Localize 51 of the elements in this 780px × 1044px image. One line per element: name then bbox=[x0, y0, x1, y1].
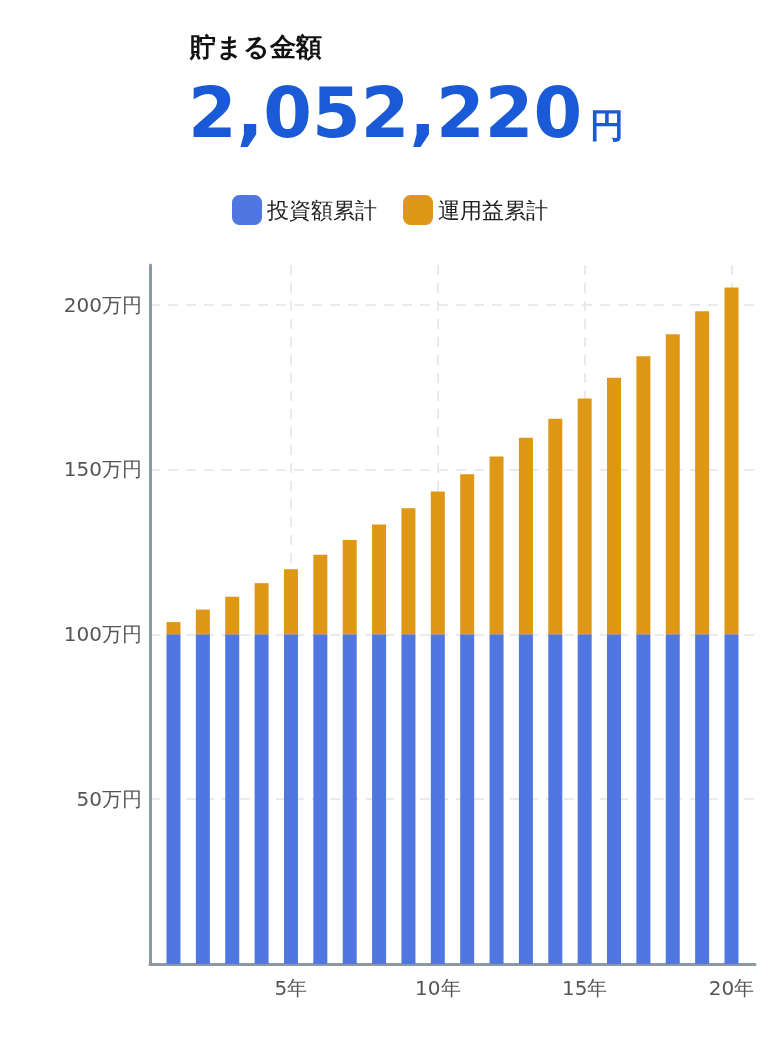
x-tick-label: 10年 bbox=[415, 976, 461, 1000]
x-tick-label: 5年 bbox=[274, 976, 308, 1000]
bar bbox=[636, 356, 651, 635]
bar bbox=[460, 474, 475, 635]
bar bbox=[401, 634, 416, 964]
legend-label: 運用益累計 bbox=[438, 197, 548, 223]
bar bbox=[430, 491, 445, 635]
bar bbox=[695, 311, 710, 635]
y-tick-label: 150万円 bbox=[63, 457, 142, 482]
bar bbox=[665, 334, 680, 635]
bar bbox=[372, 524, 387, 635]
y-tick-label: 50万円 bbox=[76, 787, 142, 812]
chart-title: 貯まる金額 bbox=[190, 31, 322, 64]
bar bbox=[195, 609, 210, 635]
bar bbox=[695, 634, 710, 964]
x-tick-label: 20年 bbox=[708, 976, 755, 1000]
bar bbox=[724, 287, 739, 635]
bar bbox=[313, 554, 328, 635]
bar bbox=[195, 634, 210, 964]
bar bbox=[548, 634, 563, 964]
bar bbox=[577, 398, 592, 635]
bar bbox=[401, 508, 416, 635]
bar bbox=[166, 622, 181, 635]
bar bbox=[166, 634, 181, 964]
bar bbox=[577, 634, 592, 964]
bar bbox=[283, 569, 298, 635]
bar bbox=[342, 539, 357, 635]
bar bbox=[342, 634, 357, 964]
bar bbox=[489, 634, 504, 964]
bar bbox=[313, 634, 328, 964]
bar bbox=[518, 437, 533, 635]
bar bbox=[665, 634, 680, 964]
y-tick-label: 100万円 bbox=[63, 622, 142, 647]
legend-label: 投資額累計 bbox=[266, 197, 377, 223]
bar bbox=[548, 418, 563, 635]
bar bbox=[254, 583, 269, 635]
bar bbox=[636, 634, 651, 964]
bar bbox=[489, 456, 504, 635]
bar bbox=[254, 634, 269, 964]
bar bbox=[372, 634, 387, 964]
bar bbox=[724, 634, 739, 964]
bar bbox=[607, 634, 622, 964]
bar bbox=[283, 634, 298, 964]
bar bbox=[518, 634, 533, 964]
bar bbox=[607, 377, 622, 635]
y-tick-label: 200万円 bbox=[63, 292, 142, 317]
bar bbox=[460, 634, 475, 964]
bar bbox=[430, 634, 445, 964]
bar bbox=[225, 634, 240, 964]
x-tick-label: 15年 bbox=[561, 976, 608, 1000]
bar bbox=[225, 596, 240, 635]
